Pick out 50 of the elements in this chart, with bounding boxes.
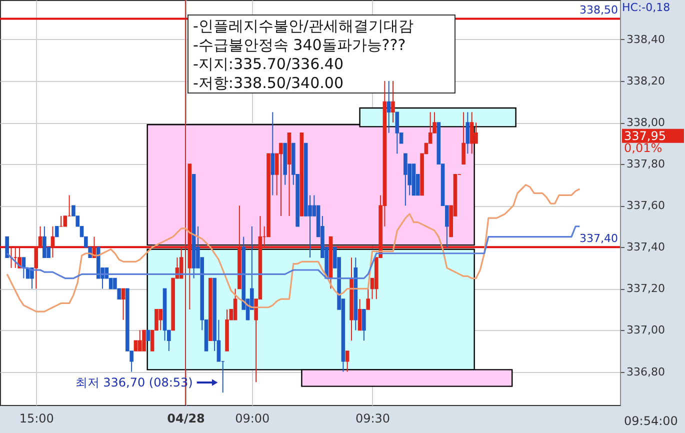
candlestick [345, 350, 350, 372]
candlestick [54, 226, 59, 238]
text: 09:54:00 [624, 414, 678, 428]
text: 0,01% [624, 141, 662, 155]
candlestick [404, 153, 408, 206]
candlestick [466, 112, 470, 154]
candlestick [474, 122, 478, 144]
candlestick [462, 112, 466, 165]
candlestick [158, 308, 163, 331]
candlestick [366, 288, 370, 310]
candlestick [358, 298, 362, 331]
annotation: -수급불안정속 340돌파가능??? [193, 36, 406, 54]
annotation: -저항:338.50/340.00 [193, 74, 344, 92]
candlestick [138, 330, 142, 352]
y-tick-label: 337,40 [626, 240, 665, 254]
candlestick [391, 80, 395, 124]
candlestick [470, 112, 474, 154]
candlestick [5, 236, 9, 258]
candlestick [121, 288, 126, 320]
y-tick-label: 337,20 [626, 282, 665, 296]
candlestick [134, 340, 138, 352]
y-tick-label: 337,80 [626, 158, 665, 171]
candlestick [179, 246, 184, 279]
x-tick-label: 09:30 [355, 412, 390, 426]
annotation: -인플레지수불안/관세해결기대감 [193, 17, 414, 35]
x-tick-label: 04/28 [167, 412, 205, 426]
y-tick-label: 338,20 [626, 74, 665, 88]
x-tick-label: 15:00 [19, 412, 54, 426]
y-tick-label: 338,40 [626, 32, 665, 46]
text: 337,95 [624, 128, 666, 143]
candlestick [142, 330, 146, 352]
candlestick [362, 308, 366, 342]
candlestick [386, 80, 391, 134]
y-tick-label: 336,80 [626, 365, 665, 378]
candlestick [395, 112, 400, 154]
y-tick-label: 337,00 [626, 324, 665, 337]
line-series [6, 226, 581, 280]
ref-line-label: 338,50 [580, 4, 618, 17]
text: HC:-0,18 [622, 1, 670, 14]
candlestick [146, 330, 150, 342]
candlestick [63, 216, 68, 227]
candlestick [270, 112, 275, 196]
candlestick [279, 142, 283, 216]
candlestick [42, 226, 46, 258]
y-tick-label: 337,60 [626, 199, 665, 212]
candlestick [50, 226, 55, 258]
x-tick-label: 09:00 [235, 412, 270, 426]
y-tick-label: 338,00 [626, 116, 665, 130]
annotation: -지지:335.70/336.40 [193, 55, 344, 73]
ref-line-label: 337,40 [580, 232, 618, 246]
